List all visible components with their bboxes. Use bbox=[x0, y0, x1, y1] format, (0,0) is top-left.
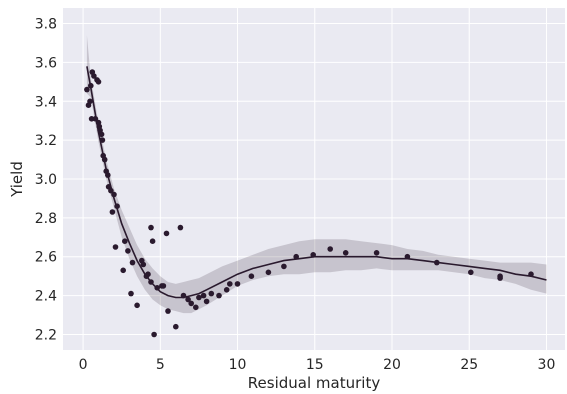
data-point bbox=[193, 304, 199, 311]
data-point bbox=[108, 187, 114, 194]
data-point bbox=[128, 290, 134, 297]
data-point bbox=[134, 302, 140, 309]
data-point bbox=[188, 300, 194, 307]
data-point bbox=[293, 253, 300, 260]
x-axis-label: Residual maturity bbox=[248, 374, 381, 392]
data-point bbox=[122, 238, 128, 244]
data-point bbox=[105, 172, 111, 178]
data-point bbox=[310, 252, 317, 258]
data-point bbox=[248, 273, 255, 280]
y-axis-label: Yield bbox=[8, 161, 26, 198]
data-point bbox=[173, 323, 179, 330]
data-point bbox=[177, 224, 184, 231]
data-point bbox=[145, 271, 151, 278]
data-point bbox=[281, 263, 287, 270]
data-point bbox=[265, 269, 272, 276]
data-point bbox=[163, 230, 170, 237]
y-tick-label: 2.6 bbox=[35, 250, 57, 266]
data-point bbox=[216, 292, 222, 299]
y-tick-label: 2.2 bbox=[35, 327, 57, 343]
data-point bbox=[84, 86, 90, 93]
data-point bbox=[87, 98, 93, 105]
data-point bbox=[148, 279, 154, 285]
data-point bbox=[234, 281, 241, 287]
data-point bbox=[373, 250, 380, 256]
data-point bbox=[404, 253, 411, 260]
x-tick-label: 10 bbox=[229, 357, 247, 373]
y-tick-labels: 2.2 2.4 2.6 2.8 3.0 3.2 3.4 3.6 3.8 bbox=[35, 17, 57, 344]
data-point bbox=[95, 79, 102, 85]
data-point bbox=[497, 275, 503, 281]
data-point bbox=[129, 259, 136, 266]
data-point bbox=[223, 287, 230, 293]
data-point bbox=[111, 191, 117, 198]
data-point bbox=[101, 156, 108, 163]
data-point bbox=[185, 296, 191, 303]
data-point bbox=[109, 209, 116, 215]
data-point bbox=[99, 137, 106, 143]
data-point bbox=[203, 298, 210, 305]
data-point bbox=[180, 292, 187, 299]
x-tick-label: 30 bbox=[538, 357, 556, 373]
data-point bbox=[98, 131, 105, 138]
x-tick-label: 15 bbox=[306, 357, 324, 373]
y-tick-label: 3.0 bbox=[35, 172, 57, 188]
data-point bbox=[154, 285, 160, 291]
y-tick-label: 3.6 bbox=[35, 55, 57, 71]
data-point bbox=[208, 290, 215, 297]
data-point bbox=[114, 203, 120, 209]
data-point bbox=[120, 267, 126, 274]
data-point bbox=[91, 73, 97, 79]
data-point bbox=[434, 259, 440, 266]
data-point bbox=[92, 116, 99, 122]
data-point bbox=[160, 283, 167, 289]
data-point bbox=[165, 308, 171, 314]
y-tick-label: 3.2 bbox=[35, 133, 57, 149]
data-point bbox=[342, 250, 349, 256]
data-point bbox=[88, 82, 94, 89]
x-tick-label: 0 bbox=[79, 357, 88, 373]
x-tick-label: 25 bbox=[460, 357, 478, 373]
data-point bbox=[227, 281, 233, 287]
data-point bbox=[327, 246, 334, 252]
data-point bbox=[200, 292, 207, 299]
x-tick-label: 20 bbox=[383, 357, 401, 373]
confidence-band bbox=[86, 35, 547, 314]
data-point bbox=[528, 271, 534, 278]
data-point bbox=[149, 238, 156, 244]
y-tick-label: 3.4 bbox=[35, 94, 57, 110]
fit-line bbox=[86, 66, 547, 299]
y-tick-label: 2.4 bbox=[35, 289, 57, 305]
data-point bbox=[196, 294, 202, 301]
data-point bbox=[151, 331, 157, 338]
x-tick-labels: 0 5 10 15 20 25 30 bbox=[79, 357, 556, 373]
data-point bbox=[148, 224, 154, 231]
data-points bbox=[84, 69, 534, 338]
data-point bbox=[468, 269, 474, 276]
data-point bbox=[125, 248, 131, 254]
data-point bbox=[140, 261, 147, 268]
y-tick-label: 3.8 bbox=[35, 17, 57, 33]
data-point bbox=[112, 244, 119, 250]
y-tick-label: 2.8 bbox=[35, 211, 57, 227]
x-tick-label: 5 bbox=[156, 357, 165, 373]
